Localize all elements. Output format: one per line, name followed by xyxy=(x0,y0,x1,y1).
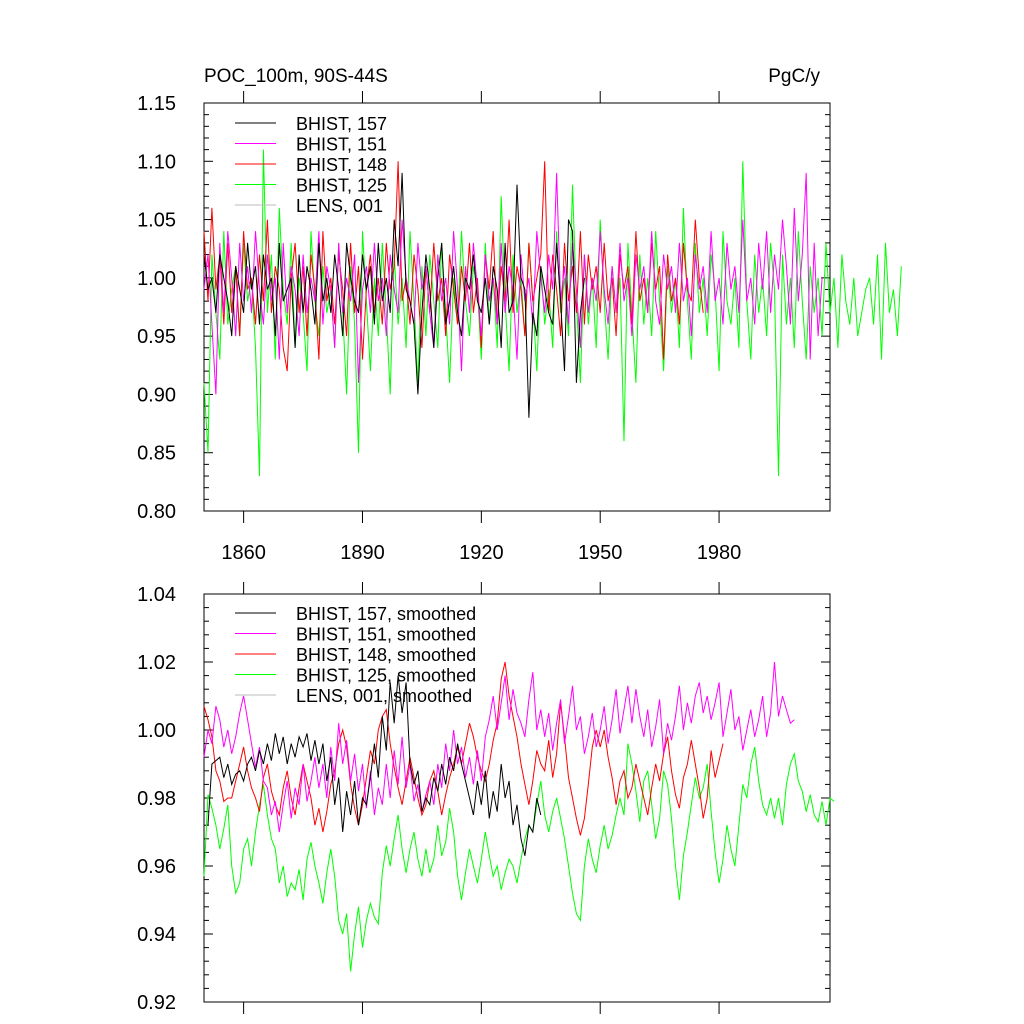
y-tick-label: 1.04 xyxy=(137,584,176,606)
y-tick-label: 1.10 xyxy=(137,151,176,173)
x-tick-label: 1920 xyxy=(459,542,504,564)
legend-label: LENS, 001 xyxy=(296,196,383,216)
x-tick-label: 1890 xyxy=(340,542,385,564)
series-group-bottom xyxy=(203,661,835,972)
legend-label: BHIST, 148 xyxy=(296,155,387,175)
x-tick-label: 1860 xyxy=(221,542,266,564)
series-line-bhist-157 xyxy=(203,172,585,418)
y-tick-label: 0.96 xyxy=(137,856,176,878)
y-tick-label: 0.90 xyxy=(137,384,176,406)
y-tick-label: 1.02 xyxy=(137,652,176,674)
top-panel: POC_100m, 90S-44S PgC/y 0.80 0.85 0.90 0.95… xyxy=(137,66,902,564)
series-line-bhist-148 xyxy=(203,161,704,372)
legend-label: LENS, 001, smoothed xyxy=(296,686,472,706)
y-tick-label: 1.05 xyxy=(137,210,176,232)
series-line-bhist-148-smoothed xyxy=(203,661,724,836)
axis-ticks-top: 0.80 0.85 0.90 0.95 1.00 1.05 1.10 1.15 1860 1890… xyxy=(137,91,830,564)
y-tick-label: 0.85 xyxy=(137,443,176,465)
y-tick-label: 0.92 xyxy=(137,992,176,1014)
legend-label: BHIST, 125 xyxy=(296,176,387,196)
y-tick-label: 0.95 xyxy=(137,326,176,348)
y-tick-label: 0.94 xyxy=(137,924,176,946)
chart-title: POC_100m, 90S-44S xyxy=(204,66,388,87)
legend-label: BHIST, 157 xyxy=(296,114,387,134)
series-line-bhist-151-smoothed xyxy=(203,661,795,833)
legend-label: BHIST, 157, smoothed xyxy=(296,604,476,624)
y-tick-label: 0.80 xyxy=(137,501,176,523)
legend-label: BHIST, 151 xyxy=(296,135,387,155)
y-tick-label: 1.00 xyxy=(137,720,176,742)
units-label: PgC/y xyxy=(768,66,820,87)
bottom-panel: 0.92 0.94 0.96 0.98 1.00 1.02 1.04 BHIST, 157,… xyxy=(137,582,835,1014)
y-tick-label: 0.98 xyxy=(137,788,176,810)
x-tick-label: 1980 xyxy=(697,542,742,564)
y-tick-label: 1.00 xyxy=(137,268,176,290)
legend-label: BHIST, 125, smoothed xyxy=(296,666,476,686)
series-line-bhist-125-smoothed xyxy=(203,743,835,972)
x-tick-label: 1950 xyxy=(578,542,623,564)
axis-ticks-bottom: 0.92 0.94 0.96 0.98 1.00 1.02 1.04 xyxy=(137,582,830,1014)
y-tick-label: 1.15 xyxy=(137,93,176,115)
legend-label: BHIST, 148, smoothed xyxy=(296,645,476,665)
legend-label: BHIST, 151, smoothed xyxy=(296,625,476,645)
series-line-bhist-157-smoothed xyxy=(207,675,542,856)
series-group-top xyxy=(203,149,902,477)
